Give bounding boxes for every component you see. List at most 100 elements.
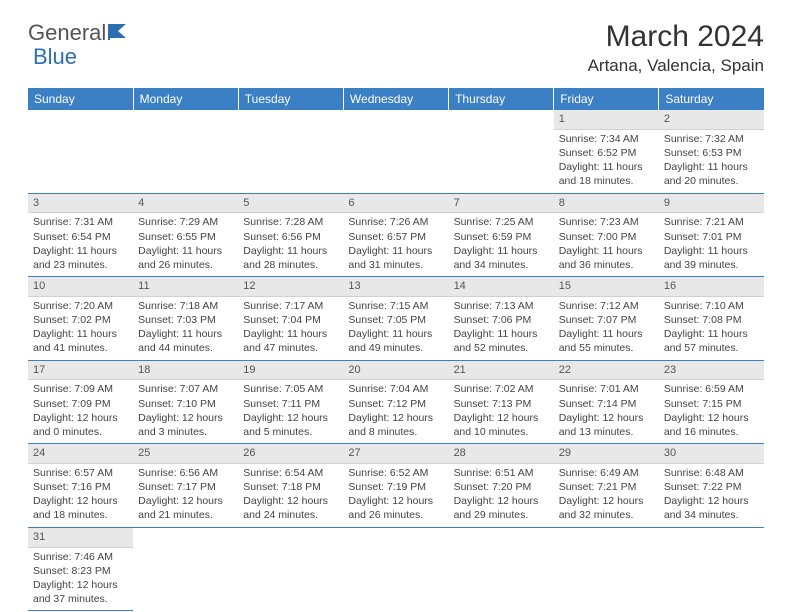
location: Artana, Valencia, Spain — [588, 56, 764, 76]
calendar-cell: 4Sunrise: 7:29 AMSunset: 6:55 PMDaylight… — [133, 193, 238, 277]
day-day1: Daylight: 11 hours — [559, 244, 654, 258]
calendar-cell: 29Sunrise: 6:49 AMSunset: 7:21 PMDayligh… — [554, 444, 659, 528]
day-day1: Daylight: 12 hours — [664, 494, 759, 508]
day-sunrise: Sunrise: 7:31 AM — [33, 215, 128, 229]
day-sunrise: Sunrise: 7:12 AM — [559, 299, 654, 313]
day-sunrise: Sunrise: 7:15 AM — [348, 299, 443, 313]
calendar-cell: 30Sunrise: 6:48 AMSunset: 7:22 PMDayligh… — [659, 444, 764, 528]
day-day1: Daylight: 12 hours — [559, 494, 654, 508]
calendar-cell — [343, 527, 448, 611]
day-day2: and 20 minutes. — [664, 174, 759, 188]
day-sunset: Sunset: 6:52 PM — [559, 146, 654, 160]
day-day1: Daylight: 11 hours — [664, 160, 759, 174]
day-day2: and 57 minutes. — [664, 341, 759, 355]
calendar-cell — [28, 110, 133, 193]
day-sunrise: Sunrise: 6:52 AM — [348, 466, 443, 480]
day-body: Sunrise: 6:56 AMSunset: 7:17 PMDaylight:… — [133, 464, 238, 527]
day-sunrise: Sunrise: 7:29 AM — [138, 215, 233, 229]
calendar-cell: 26Sunrise: 6:54 AMSunset: 7:18 PMDayligh… — [238, 444, 343, 528]
day-sunrise: Sunrise: 7:13 AM — [454, 299, 549, 313]
calendar-cell — [554, 527, 659, 611]
day-sunset: Sunset: 7:00 PM — [559, 230, 654, 244]
day-sunset: Sunset: 7:21 PM — [559, 480, 654, 494]
day-sunrise: Sunrise: 7:18 AM — [138, 299, 233, 313]
day-sunset: Sunset: 7:19 PM — [348, 480, 443, 494]
day-day2: and 26 minutes. — [138, 258, 233, 272]
weekday-header: Thursday — [449, 88, 554, 110]
title-block: March 2024 Artana, Valencia, Spain — [588, 20, 764, 76]
day-sunrise: Sunrise: 7:07 AM — [138, 382, 233, 396]
day-number: 17 — [28, 361, 133, 381]
day-day1: Daylight: 11 hours — [559, 160, 654, 174]
day-number: 25 — [133, 444, 238, 464]
calendar-cell: 20Sunrise: 7:04 AMSunset: 7:12 PMDayligh… — [343, 360, 448, 444]
header: General March 2024 Artana, Valencia, Spa… — [28, 20, 764, 76]
weekday-header-row: Sunday Monday Tuesday Wednesday Thursday… — [28, 88, 764, 110]
calendar-cell — [449, 527, 554, 611]
day-sunset: Sunset: 7:12 PM — [348, 397, 443, 411]
weekday-header: Saturday — [659, 88, 764, 110]
month-title: March 2024 — [588, 20, 764, 54]
calendar-cell: 27Sunrise: 6:52 AMSunset: 7:19 PMDayligh… — [343, 444, 448, 528]
day-day2: and 18 minutes. — [33, 508, 128, 522]
calendar-cell — [238, 527, 343, 611]
day-day2: and 55 minutes. — [559, 341, 654, 355]
day-sunrise: Sunrise: 7:21 AM — [664, 215, 759, 229]
day-sunset: Sunset: 7:01 PM — [664, 230, 759, 244]
day-day1: Daylight: 11 hours — [454, 327, 549, 341]
day-day2: and 28 minutes. — [243, 258, 338, 272]
day-day2: and 34 minutes. — [454, 258, 549, 272]
day-day1: Daylight: 11 hours — [559, 327, 654, 341]
day-body: Sunrise: 7:18 AMSunset: 7:03 PMDaylight:… — [133, 297, 238, 360]
day-day1: Daylight: 11 hours — [348, 327, 443, 341]
day-day2: and 47 minutes. — [243, 341, 338, 355]
day-sunset: Sunset: 7:13 PM — [454, 397, 549, 411]
day-day1: Daylight: 12 hours — [33, 578, 128, 592]
day-body: Sunrise: 7:15 AMSunset: 7:05 PMDaylight:… — [343, 297, 448, 360]
day-day1: Daylight: 11 hours — [348, 244, 443, 258]
calendar-cell: 19Sunrise: 7:05 AMSunset: 7:11 PMDayligh… — [238, 360, 343, 444]
day-number: 16 — [659, 277, 764, 297]
day-number: 3 — [28, 194, 133, 214]
day-sunset: Sunset: 7:07 PM — [559, 313, 654, 327]
day-day1: Daylight: 12 hours — [138, 411, 233, 425]
day-number: 26 — [238, 444, 343, 464]
day-sunset: Sunset: 7:08 PM — [664, 313, 759, 327]
day-body: Sunrise: 7:07 AMSunset: 7:10 PMDaylight:… — [133, 380, 238, 443]
day-number: 22 — [554, 361, 659, 381]
day-body: Sunrise: 7:17 AMSunset: 7:04 PMDaylight:… — [238, 297, 343, 360]
day-day1: Daylight: 12 hours — [348, 494, 443, 508]
day-sunset: Sunset: 7:17 PM — [138, 480, 233, 494]
day-sunset: Sunset: 7:05 PM — [348, 313, 443, 327]
day-sunrise: Sunrise: 6:57 AM — [33, 466, 128, 480]
day-body: Sunrise: 7:26 AMSunset: 6:57 PMDaylight:… — [343, 213, 448, 276]
calendar-cell: 3Sunrise: 7:31 AMSunset: 6:54 PMDaylight… — [28, 193, 133, 277]
day-day1: Daylight: 12 hours — [33, 411, 128, 425]
calendar-cell — [133, 110, 238, 193]
day-sunset: Sunset: 6:57 PM — [348, 230, 443, 244]
day-body: Sunrise: 6:51 AMSunset: 7:20 PMDaylight:… — [449, 464, 554, 527]
day-day2: and 8 minutes. — [348, 425, 443, 439]
day-number: 28 — [449, 444, 554, 464]
day-day2: and 5 minutes. — [243, 425, 338, 439]
day-body: Sunrise: 7:28 AMSunset: 6:56 PMDaylight:… — [238, 213, 343, 276]
calendar-cell: 23Sunrise: 6:59 AMSunset: 7:15 PMDayligh… — [659, 360, 764, 444]
day-body: Sunrise: 7:02 AMSunset: 7:13 PMDaylight:… — [449, 380, 554, 443]
day-sunset: Sunset: 7:11 PM — [243, 397, 338, 411]
calendar-cell: 25Sunrise: 6:56 AMSunset: 7:17 PMDayligh… — [133, 444, 238, 528]
day-day2: and 13 minutes. — [559, 425, 654, 439]
calendar-cell — [659, 527, 764, 611]
day-body: Sunrise: 7:09 AMSunset: 7:09 PMDaylight:… — [28, 380, 133, 443]
day-sunrise: Sunrise: 7:32 AM — [664, 132, 759, 146]
weekday-header: Friday — [554, 88, 659, 110]
day-sunrise: Sunrise: 7:28 AM — [243, 215, 338, 229]
day-day2: and 32 minutes. — [559, 508, 654, 522]
day-day1: Daylight: 12 hours — [454, 411, 549, 425]
calendar-cell: 10Sunrise: 7:20 AMSunset: 7:02 PMDayligh… — [28, 277, 133, 361]
day-number: 13 — [343, 277, 448, 297]
day-body: Sunrise: 7:29 AMSunset: 6:55 PMDaylight:… — [133, 213, 238, 276]
calendar-cell: 8Sunrise: 7:23 AMSunset: 7:00 PMDaylight… — [554, 193, 659, 277]
logo-text-2: Blue — [33, 44, 77, 70]
day-day1: Daylight: 12 hours — [33, 494, 128, 508]
day-sunrise: Sunrise: 6:48 AM — [664, 466, 759, 480]
